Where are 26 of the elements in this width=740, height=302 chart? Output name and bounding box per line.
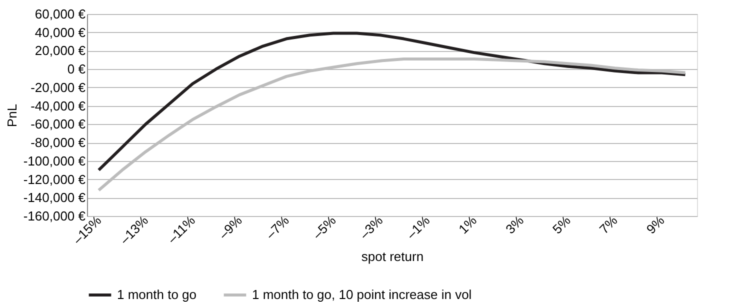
legend-label: 1 month to go — [117, 287, 196, 302]
y-tick-label: 20,000 € — [34, 43, 86, 58]
y-tick-label: -20,000 € — [30, 80, 86, 95]
y-tick-label: -100,000 € — [23, 153, 86, 168]
x-tick-label: 3% — [502, 212, 527, 237]
y-axis-title: PnL — [4, 104, 20, 128]
y-tick-label: -60,000 € — [30, 116, 86, 132]
line-series — [97, 32, 687, 172]
x-tick-label: 7% — [596, 212, 621, 237]
y-tick-label: 40,000 € — [34, 24, 86, 40]
x-tick-label: –1% — [404, 212, 433, 242]
x-tick-label: –3% — [356, 212, 386, 242]
x-tick-label: 1% — [456, 212, 480, 237]
y-tick-label: -120,000 € — [23, 172, 86, 187]
y-tick-label: -140,000 € — [23, 190, 86, 206]
x-axis-title: spot return — [361, 248, 424, 264]
x-tick-label: 9% — [643, 212, 668, 237]
y-tick-label: -80,000 € — [30, 135, 86, 150]
legend-label: 1 month to go, 10 point increase in vol — [252, 287, 472, 302]
x-tick-label: 5% — [550, 212, 574, 237]
y-tick-label: 60,000 € — [34, 6, 86, 22]
y-tick-label: 0 € — [67, 62, 86, 77]
x-tick-label: –9% — [216, 212, 246, 242]
x-tick-label: –5% — [310, 212, 340, 242]
x-tick-label: –7% — [262, 212, 292, 242]
y-tick-label: -40,000 € — [30, 98, 86, 114]
